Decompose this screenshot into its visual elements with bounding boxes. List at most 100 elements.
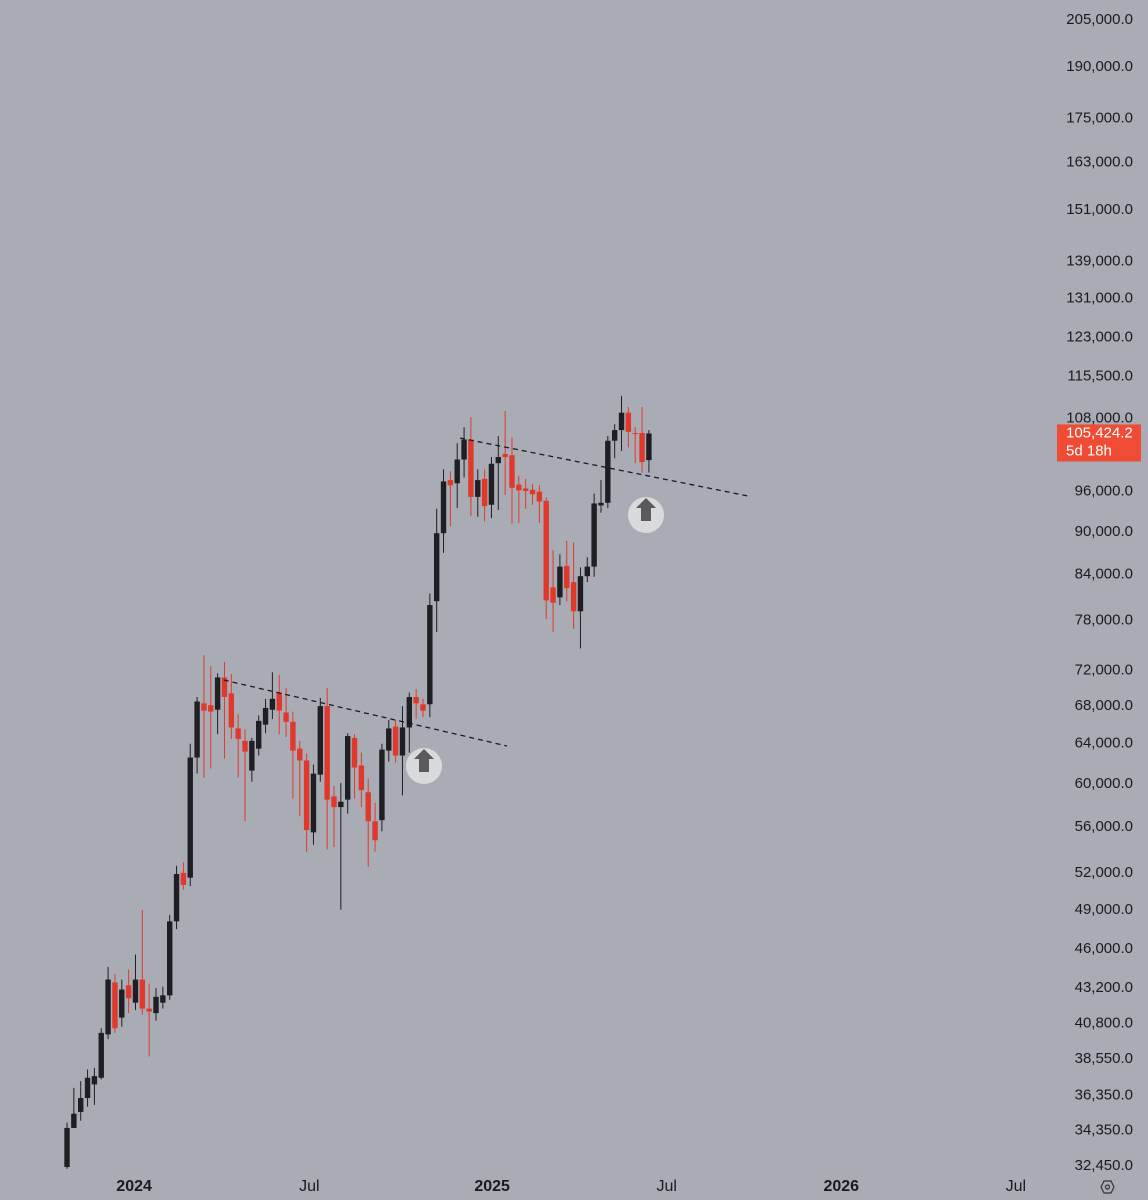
candle-body [91, 1076, 98, 1085]
candle-body [509, 455, 515, 488]
y-tick-label: 32,450.0 [1075, 1157, 1133, 1174]
y-tick-label: 78,000.0 [1075, 612, 1133, 629]
y-tick-label: 123,000.0 [1066, 329, 1133, 346]
candle-body [536, 491, 543, 502]
y-tick-label: 96,000.0 [1075, 483, 1133, 500]
y-tick-label: 205,000.0 [1066, 11, 1133, 28]
y-tick-label: 40,800.0 [1075, 1015, 1133, 1032]
y-tick-label: 34,350.0 [1075, 1122, 1133, 1139]
candle-body [201, 703, 207, 711]
candle-body [440, 481, 447, 534]
candle-body [386, 728, 392, 751]
candle-body [516, 484, 522, 491]
y-tick-label: 108,000.0 [1066, 409, 1133, 426]
candle-body [194, 701, 200, 758]
settings-icon[interactable] [1100, 1180, 1115, 1194]
x-tick-label: Jul [299, 1178, 319, 1195]
y-tick-label: 131,000.0 [1066, 289, 1133, 306]
candle-body [187, 757, 193, 878]
y-tick-label: 139,000.0 [1066, 253, 1133, 270]
candle-body [379, 749, 385, 821]
candle-body [570, 582, 577, 612]
candle-body [564, 565, 570, 589]
y-tick-label: 90,000.0 [1075, 523, 1133, 540]
x-tick-label: 2025 [474, 1178, 510, 1195]
candle-body [269, 698, 276, 710]
candle-body [153, 996, 159, 1014]
candle-body [324, 706, 330, 800]
candle-body [454, 459, 460, 484]
y-tick-label: 46,000.0 [1075, 940, 1133, 957]
candle-body [611, 430, 618, 441]
candle-body [420, 704, 426, 711]
trend-line [459, 437, 749, 497]
arrow-marker [628, 497, 664, 533]
candle-body [550, 587, 556, 603]
candle-body [214, 677, 221, 710]
candle-body [283, 712, 289, 722]
candle-body [317, 706, 324, 775]
candle-body [344, 736, 351, 800]
y-tick-label: 190,000.0 [1066, 58, 1133, 75]
y-tick-label: 115,500.0 [1067, 368, 1133, 385]
candle-body [255, 720, 262, 749]
candle-body [584, 566, 590, 577]
candle-body [173, 874, 180, 922]
y-tick-label: 151,000.0 [1066, 201, 1133, 218]
plot [64, 395, 652, 1169]
y-tick-label: 175,000.0 [1066, 109, 1133, 126]
y-tick-label: 43,200.0 [1075, 979, 1133, 996]
candle-body [64, 1127, 70, 1167]
candle-body [160, 995, 166, 1003]
candle-body [591, 503, 597, 567]
candle-body [119, 989, 125, 1018]
candle-body [529, 489, 536, 495]
candle-body [577, 576, 584, 612]
candle-body [598, 502, 604, 506]
candle-body [639, 433, 645, 462]
x-tick-label: 2024 [116, 1178, 152, 1195]
candle-body [605, 440, 611, 503]
candle-body [139, 979, 146, 1009]
candle-body [78, 1098, 84, 1112]
y-tick-label: 60,000.0 [1075, 775, 1133, 792]
candle-body [618, 412, 625, 431]
candle-body [475, 480, 481, 497]
candle-body [502, 453, 508, 458]
candle-body [399, 727, 406, 756]
candle-body [235, 728, 241, 739]
countdown-label: 5d 18h [1066, 442, 1112, 459]
candle-body [358, 765, 365, 791]
y-tick-label: 49,000.0 [1075, 901, 1133, 918]
candle-body [105, 979, 111, 1035]
candle-body [625, 412, 632, 432]
candle-body [249, 740, 255, 771]
candle-body [146, 1008, 152, 1012]
candle-body [646, 433, 652, 461]
candle-body [167, 921, 173, 996]
last-price-box [1057, 424, 1141, 462]
y-tick-label: 38,550.0 [1075, 1050, 1133, 1067]
candle-body [406, 696, 413, 728]
x-tick-label: 2026 [823, 1178, 859, 1195]
candle-body [98, 1032, 104, 1078]
candle-body [468, 439, 474, 497]
candle-body [221, 677, 228, 697]
candle-body [413, 696, 419, 704]
candle-body [180, 872, 187, 885]
y-tick-label: 52,000.0 [1075, 864, 1133, 881]
candle-body [557, 566, 563, 598]
candle-body [433, 533, 440, 602]
candle-body [447, 480, 454, 486]
y-tick-label: 72,000.0 [1075, 662, 1133, 679]
candle-body [543, 500, 549, 601]
candle-body [331, 796, 337, 808]
candle-body [522, 488, 529, 492]
y-tick-label: 36,350.0 [1075, 1086, 1133, 1103]
candle-body [338, 801, 344, 808]
candle-body [488, 463, 495, 505]
candle-body [632, 433, 638, 435]
y-tick-label: 84,000.0 [1075, 566, 1133, 583]
